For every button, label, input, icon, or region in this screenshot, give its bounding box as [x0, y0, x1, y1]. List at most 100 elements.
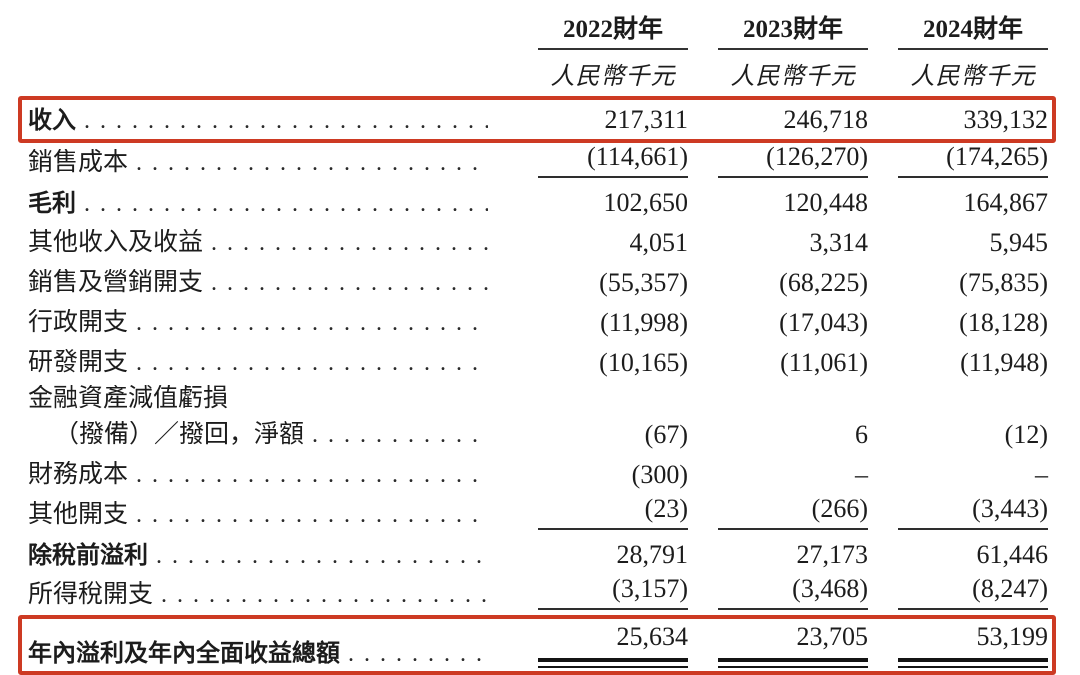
table-row: 其他收入及收益 4,051 3,314 5,945 [28, 223, 1048, 263]
table-row: 毛利 102,650 120,448 164,867 [28, 183, 1048, 223]
table-body: 收入 217,311 246,718 339,132 銷售成本 (114,661… [18, 96, 1056, 675]
table-row: 除稅前溢利 28,791 27,173 61,446 [28, 535, 1048, 575]
row-label-cell: 行政開支 [28, 309, 488, 338]
dot-leader [348, 641, 488, 668]
value-cell-2024: (75,835) [959, 268, 1048, 298]
value-cell-2024: (174,265) [898, 143, 1048, 178]
table-row: （撥備）／撥回，淨額 (67) 6 (12) [28, 419, 1048, 455]
value-cell-2023: (126,270) [718, 143, 868, 178]
value-cell-2022: 217,311 [604, 105, 688, 135]
value-cell-2023: 6 [855, 420, 868, 450]
table-row: 銷售及營銷開支 (55,357) (68,225) (75,835) [28, 263, 1048, 303]
row-label-cell: 財務成本 [28, 461, 488, 490]
value-cell-2023: 27,173 [796, 540, 869, 570]
dot-leader [136, 462, 488, 489]
row-label-cell: 年內溢利及年內全面收益總額 [28, 640, 488, 668]
value-cell-2023: 246,718 [783, 105, 869, 135]
value-cell-2024: (8,247) [898, 575, 1048, 610]
value-cell-2024: 164,867 [963, 188, 1049, 218]
row-label: 毛利 [28, 190, 76, 217]
row-label-cell: 除稅前溢利 [28, 542, 488, 570]
value-cell-2022: (55,357) [599, 268, 688, 298]
value-cell-2023: – [855, 460, 868, 490]
row-label: 其他收入及收益 [28, 229, 204, 257]
value-cell-2022: (11,998) [600, 308, 688, 338]
row-label: 收入 [28, 107, 76, 134]
table-row: 所得稅開支 (3,157) (3,468) (8,247) [28, 575, 1048, 615]
value-cell-2022: (3,157) [538, 575, 688, 610]
row-label-cell: （撥備）／撥回，淨額 [28, 421, 488, 450]
table-header-years: 2022財年 2023財年 2024財年 [28, 10, 1048, 50]
unit-label-2023: 人民幣千元 [730, 63, 856, 90]
row-label-cell: 收入 [28, 107, 488, 135]
value-cell-2023: 3,314 [809, 228, 869, 258]
dot-leader [211, 270, 488, 297]
dot-leader [156, 543, 488, 570]
row-label-cell: 金融資產減值虧損 [28, 385, 488, 414]
row-label-cell: 毛利 [28, 190, 488, 218]
row-label: 其他開支 [28, 501, 129, 529]
row-label: 所得稅開支 [28, 581, 154, 609]
value-cell-2022: 4,051 [629, 228, 689, 258]
value-cell-2024: (3,443) [898, 495, 1048, 530]
unit-label-2022: 人民幣千元 [550, 63, 676, 90]
value-cell-2022: (300) [631, 460, 688, 490]
dot-leader [211, 230, 488, 257]
dot-leader [136, 502, 488, 529]
table-header-units: 人民幣千元 人民幣千元 人民幣千元 [28, 50, 1048, 96]
row-label-cell: 所得稅開支 [28, 581, 488, 610]
table-row: 其他開支 (23) (266) (3,443) [28, 495, 1048, 535]
value-cell-2022: 102,650 [603, 188, 689, 218]
table-row: 金融資產減值虧損 [28, 383, 1048, 419]
row-label: 銷售成本 [28, 149, 129, 177]
year-header-2022: 2022財年 [538, 16, 688, 50]
unit-label-2024: 人民幣千元 [910, 63, 1036, 90]
table-row: 財務成本 (300) – – [28, 455, 1048, 495]
value-cell-2024: 61,446 [976, 540, 1049, 570]
year-header-2024: 2024財年 [898, 16, 1048, 50]
row-label: 除稅前溢利 [28, 542, 148, 569]
value-cell-2024: (18,128) [959, 308, 1048, 338]
dot-leader [136, 350, 488, 377]
row-label: 研發開支 [28, 349, 129, 377]
row-label-cell: 其他收入及收益 [28, 229, 488, 258]
value-cell-2023: (11,061) [780, 348, 868, 378]
value-cell-2023: 120,448 [783, 188, 869, 218]
row-label: 銷售及營銷開支 [28, 269, 204, 297]
value-cell-2024: 339,132 [963, 105, 1049, 135]
year-header-2023: 2023財年 [718, 16, 868, 50]
value-cell-2022: (67) [644, 420, 688, 450]
value-cell-2024: (12) [1004, 420, 1048, 450]
value-cell-2024: – [1035, 460, 1048, 490]
row-label-cell: 銷售成本 [28, 149, 488, 178]
table-row: 行政開支 (11,998) (17,043) (18,128) [28, 303, 1048, 343]
row-label: （撥備）／撥回，淨額 [54, 421, 305, 449]
dot-leader [84, 191, 488, 218]
value-cell-2022: (114,661) [538, 143, 688, 178]
dot-leader [136, 150, 488, 177]
row-label: 年內溢利及年內全面收益總額 [28, 640, 340, 667]
value-cell-2024: (11,948) [960, 348, 1048, 378]
value-cell-2023: (3,468) [718, 575, 868, 610]
row-label-cell: 其他開支 [28, 501, 488, 530]
row-label-cell: 研發開支 [28, 349, 488, 378]
dot-leader [136, 310, 488, 337]
dot-leader [84, 108, 488, 135]
value-cell-2023: (17,043) [779, 308, 868, 338]
value-cell-2024: 5,945 [989, 228, 1049, 258]
row-label-cell: 銷售及營銷開支 [28, 269, 488, 298]
table-row: 年內溢利及年內全面收益總額 25,634 23,705 53,199 [18, 615, 1056, 675]
dot-leader [312, 422, 488, 449]
table-row: 研發開支 (10,165) (11,061) (11,948) [28, 343, 1048, 383]
table-row: 銷售成本 (114,661) (126,270) (174,265) [28, 143, 1048, 183]
value-cell-2024: 53,199 [898, 623, 1049, 668]
row-label: 財務成本 [28, 461, 129, 489]
value-cell-2022: 28,791 [616, 540, 689, 570]
row-label: 金融資產減值虧損 [28, 385, 229, 413]
value-cell-2022: (23) [538, 495, 688, 530]
value-cell-2023: (68,225) [779, 268, 868, 298]
table-row: 收入 217,311 246,718 339,132 [18, 96, 1056, 143]
value-cell-2022: 25,634 [538, 623, 689, 668]
value-cell-2022: (10,165) [599, 348, 688, 378]
